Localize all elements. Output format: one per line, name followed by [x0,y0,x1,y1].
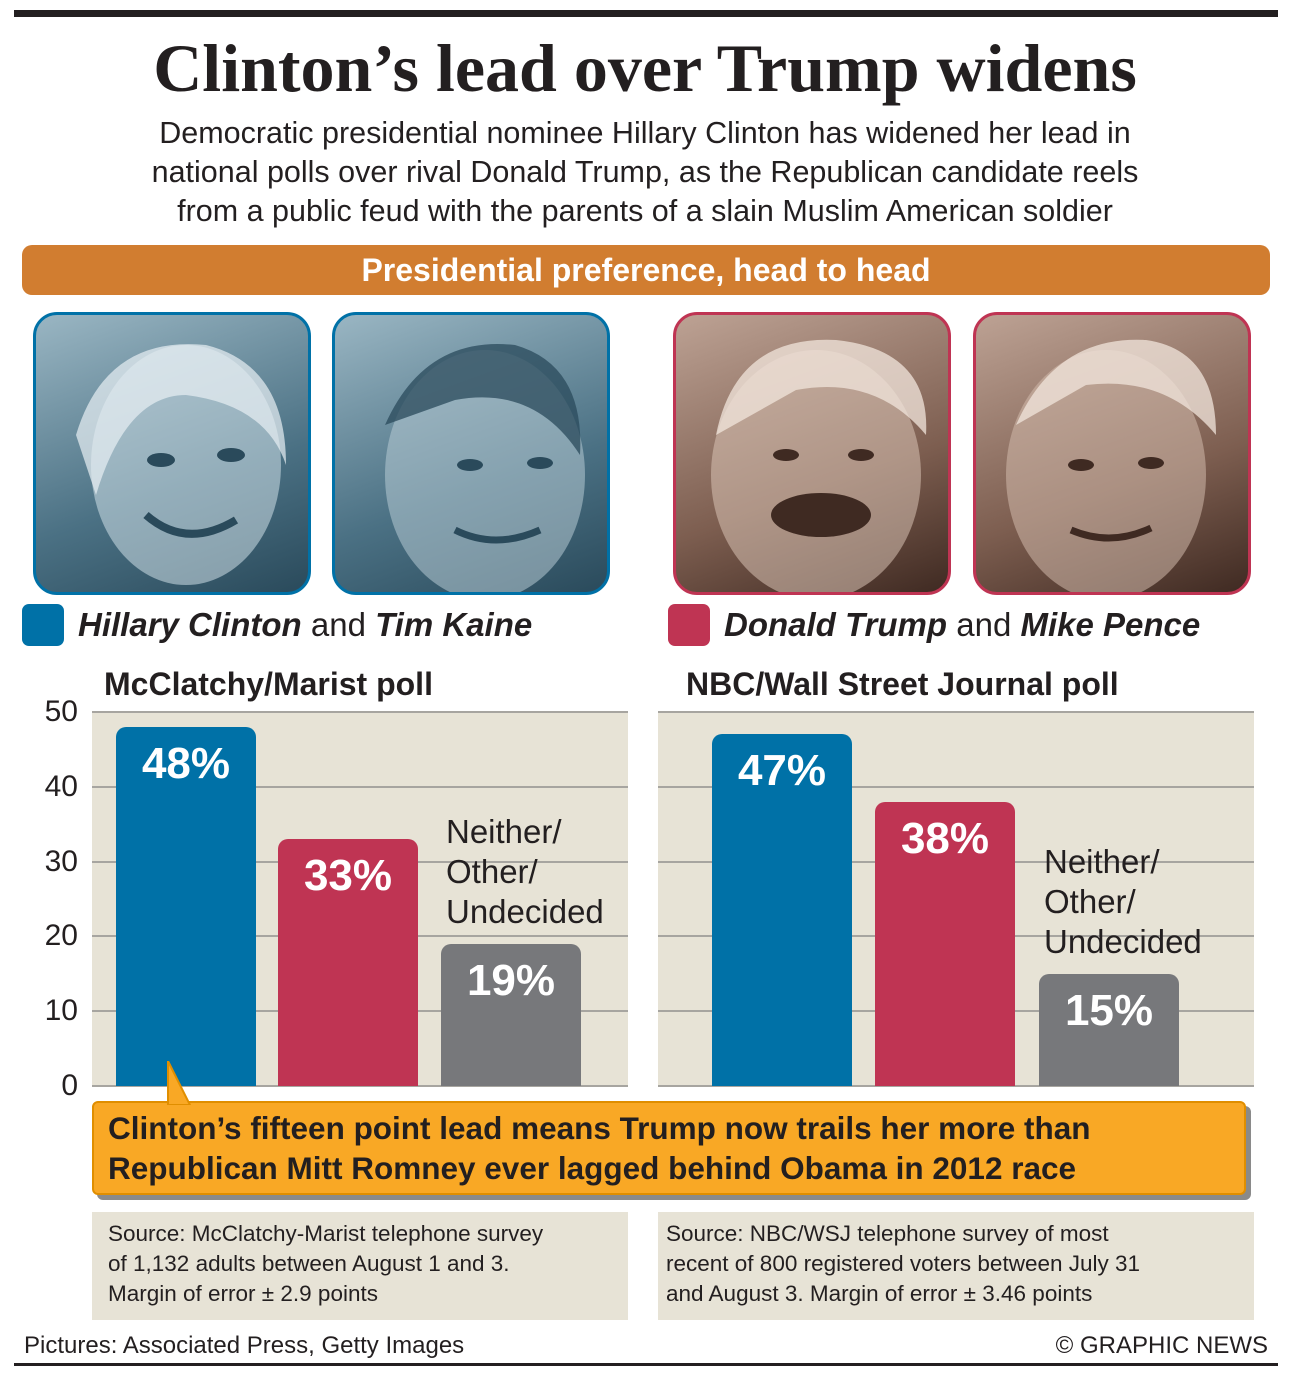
source-line: Margin of error ± 2.9 points [108,1281,378,1306]
top-rule [14,10,1278,17]
bottom-rule [14,1363,1278,1366]
source-marist: Source: McClatchy-Marist telephone surve… [92,1212,628,1320]
bar-clinton [712,734,852,1086]
copyright: © GRAPHIC NEWS [1055,1332,1268,1359]
data-label: 38% [900,813,990,863]
kaine-photo [332,312,610,595]
subtitle: Democratic presidential nominee Hillary … [40,114,1250,231]
pence-photo [973,312,1251,595]
subtitle-line: national polls over rival Donald Trump, … [151,155,1139,189]
y-tick-label: 40 [44,769,78,803]
legend-name: Hillary Clinton [78,606,302,643]
data-label: 33% [303,851,393,901]
y-tick-label: 30 [44,844,78,878]
gridline [92,711,628,713]
y-tick-label: 0 [61,1069,78,1102]
data-label: 47% [737,746,827,796]
democrat-legend-swatch [22,604,64,646]
callout-pointer-icon [167,1061,192,1105]
subtitle-line: Democratic presidential nominee Hillary … [159,116,1131,150]
photo-credits: Pictures: Associated Press, Getty Images [24,1332,465,1359]
page-title: Clinton’s lead over Trump widens [153,30,1137,106]
category-label-undecided: Neither/ Other/ Undecided [446,812,604,930]
gridline [658,1085,1254,1087]
portrait-icon [385,344,585,592]
gridline [658,785,1254,788]
subtitle-line: from a public feud with the parents of a… [177,194,1113,228]
source-line: recent of 800 registered voters between … [666,1251,1141,1276]
chart-title-nbc: NBC/Wall Street Journal poll [686,666,1119,702]
callout-box: Clinton’s fifteen point lead means Trump… [92,1061,1246,1195]
gridline [658,711,1254,713]
bar-trump [278,839,418,1086]
portrait-icon [1006,339,1216,592]
trump-photo [673,312,951,595]
source-line: Source: McClatchy-Marist telephone surve… [108,1221,544,1246]
data-label: 48% [141,738,231,788]
source-line: of 1,132 adults between August 1 and 3. [108,1251,510,1276]
section-banner: Presidential preference, head to head [22,245,1270,295]
democrat-legend: Hillary Clinton and Tim Kaine [78,600,532,650]
republican-legend-swatch [668,604,710,646]
data-label: 15% [1064,985,1154,1035]
legend-joiner: and [310,606,366,643]
y-tick-label: 10 [44,994,78,1028]
gridline [92,785,628,788]
data-label: 19% [466,955,556,1005]
source-line: and August 3. Margin of error ± 3.46 poi… [666,1281,1093,1306]
source-nbc: Source: NBC/WSJ telephone survey of most… [658,1212,1254,1320]
portrait-icon [76,344,286,585]
y-tick-label: 20 [44,919,78,953]
bar-trump [875,801,1015,1086]
chart-title-marist: McClatchy/Marist poll [104,666,433,702]
bar-undecided [1039,973,1179,1086]
gridline [92,1085,628,1087]
bar-undecided [441,943,581,1086]
callout-line: Republican Mitt Romney ever lagged behin… [108,1150,1077,1186]
republican-legend: Donald Trump and Mike Pence [724,600,1200,650]
legend-name: Mike Pence [1020,606,1201,643]
callout-text: Clinton’s fifteen point lead means Trump… [108,1108,1238,1188]
source-line: Source: NBC/WSJ telephone survey of most [666,1221,1109,1246]
legend-name: Donald Trump [724,606,948,643]
clinton-photo [33,312,311,595]
callout-line: Clinton’s fifteen point lead means Trump… [108,1110,1091,1146]
portrait-icon [711,339,927,592]
legend-name: Tim Kaine [375,606,533,643]
bar-clinton [116,726,256,1086]
category-label-undecided: Neither/ Other/ Undecided [1044,842,1202,960]
legend-joiner: and [956,606,1012,643]
y-tick-label: 50 [44,695,78,728]
